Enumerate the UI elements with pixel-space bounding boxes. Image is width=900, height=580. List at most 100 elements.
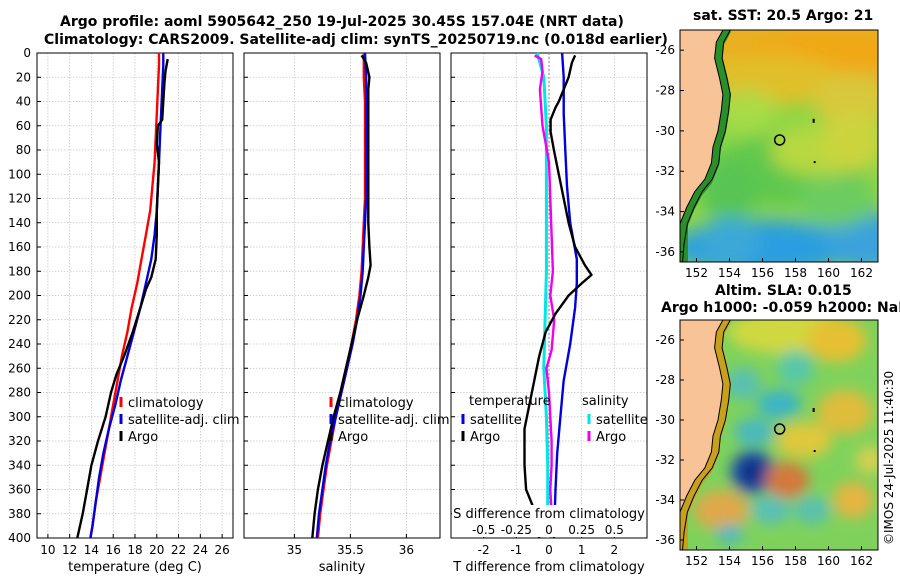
map-tick-label-y: -30 (655, 124, 675, 138)
tick-label-depth: 340 (8, 458, 31, 472)
map-tick-label-y: -36 (655, 533, 675, 547)
sla-patch (693, 490, 750, 530)
map-tick-label-x: 156 (751, 554, 774, 568)
legend-label: climatology (128, 396, 204, 411)
tick-label-x: 24 (193, 543, 208, 557)
plot-frame (243, 52, 441, 539)
legend-title-temperature: temperature (469, 394, 551, 409)
map-tick-label-x: 156 (751, 266, 774, 280)
map-tick-label-x: 158 (784, 554, 807, 568)
tick-label-x: 20 (149, 543, 164, 557)
map-tick-label-x: 162 (850, 554, 873, 568)
legend-label: satellite (596, 413, 648, 428)
tick-label-s: -0.25 (501, 523, 532, 537)
tick-label-s: -0.5 (472, 523, 495, 537)
legend-label: Argo (338, 430, 368, 445)
argo-position-marker (773, 423, 786, 435)
sla-patch (817, 390, 873, 434)
panel-temperature: 10 12 14 16 18 20 22 24 26 temperature (deg C) (36, 52, 234, 575)
tick-label-depth: 100 (8, 167, 31, 181)
map-tick-label-y: -34 (655, 493, 675, 507)
tick-label-depth: 380 (8, 507, 31, 521)
map-tick-label-y: -28 (655, 373, 675, 387)
tick-label-depth: 140 (8, 216, 31, 230)
tick-label-depth: 180 (8, 264, 31, 278)
axis-label-s-difference: S difference from climatology (453, 507, 645, 522)
map-frame (679, 29, 879, 263)
land (680, 320, 724, 550)
tick-label-depth: 80 (16, 143, 31, 157)
island-mark (813, 161, 816, 164)
series-line-t-argo (523, 54, 593, 539)
sst-map-title: sat. SST: 20.5 Argo: 21 (693, 8, 874, 24)
tick-label-x: 2 (611, 543, 619, 557)
sdiff-label-bg (452, 505, 646, 537)
tick-label-x: 35 (287, 543, 302, 557)
sla-map-title: Altim. SLA: 0.015 (715, 283, 852, 299)
map-tick-label-y: -28 (655, 84, 675, 98)
sla-patch (775, 422, 832, 458)
legend-label: climatology (338, 396, 414, 411)
sst-field (680, 30, 878, 262)
tick-label-x: 16 (106, 543, 121, 557)
map-tick-label-y: -32 (655, 164, 675, 178)
tick-label-depth: 120 (8, 192, 31, 206)
tick-label-x: 12 (62, 543, 77, 557)
sla-patch (806, 320, 867, 362)
map-tick-label-y: -32 (655, 453, 675, 467)
tick-label-depth: 300 (8, 410, 31, 424)
tick-label-x: 14 (84, 543, 99, 557)
series-line-argo (311, 54, 372, 539)
tick-label-depth: 160 (8, 240, 31, 254)
axis-label-x: temperature (deg C) (68, 560, 202, 575)
map-tick-label-y: -26 (655, 43, 675, 57)
sst-blobs (680, 30, 878, 262)
map-tick-label-x: 160 (817, 554, 840, 568)
map-frame (679, 319, 879, 551)
map-tick-label-x: 160 (817, 266, 840, 280)
tick-label-x: 36 (399, 543, 414, 557)
legend-label: satellite-adj. clim (338, 413, 450, 428)
tick-label-x: 22 (171, 543, 186, 557)
sla-patch (750, 496, 791, 524)
sst-patch (699, 216, 760, 262)
tick-label-depth: 0 (23, 46, 31, 60)
sla-field (680, 320, 878, 550)
sla-patch (724, 368, 761, 400)
map-tick-label-x: 158 (784, 266, 807, 280)
island-mark (812, 118, 815, 123)
map-tick-label-y: -30 (655, 413, 675, 427)
tick-label-x: 1 (578, 543, 586, 557)
sla-patch (734, 418, 775, 446)
isobath-line (682, 30, 731, 262)
tick-label-x: 35.5 (337, 543, 364, 557)
sst-patch (716, 90, 776, 131)
argo-position-marker (773, 134, 786, 146)
series-line-argo (76, 58, 169, 539)
isobath-line (682, 320, 731, 550)
map-tick-label-x: 152 (685, 266, 708, 280)
tick-label-x: 26 (214, 543, 229, 557)
sst-patch (796, 176, 877, 227)
land (680, 30, 724, 262)
sla-patch (740, 460, 765, 484)
map-tick-label-y: -34 (655, 205, 675, 219)
tick-label-depth: 240 (8, 337, 31, 351)
legend-label: satellite (470, 413, 522, 428)
tick-label-depth: 220 (8, 313, 31, 327)
tick-label-depth: 360 (8, 483, 31, 497)
panel-salinity: 35 35.5 36 salinity (243, 52, 441, 575)
tick-label-depth: 280 (8, 386, 31, 400)
map-tick-label-x: 154 (718, 554, 741, 568)
map-tick-label-y: -26 (655, 333, 675, 347)
map-tick-label-x: 152 (685, 554, 708, 568)
tick-label-x: -2 (478, 543, 490, 557)
legend-title-salinity: salinity (582, 394, 629, 409)
tick-label-depth: 320 (8, 434, 31, 448)
axis-label-x: T difference from climatology (452, 560, 645, 575)
tick-label-x: 18 (127, 543, 142, 557)
sla-patch (757, 390, 801, 418)
tick-label-x: 10 (40, 543, 55, 557)
map-tick-label-y: -36 (655, 245, 675, 259)
